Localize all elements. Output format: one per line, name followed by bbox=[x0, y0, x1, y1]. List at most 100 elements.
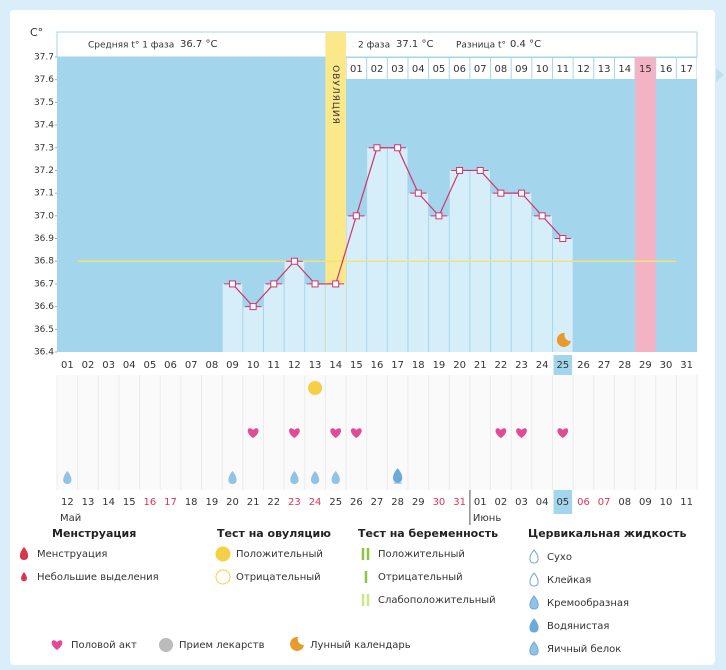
egg-white-icon bbox=[331, 471, 340, 484]
cycle-day: 18 bbox=[412, 360, 425, 371]
legend-icon bbox=[215, 546, 231, 562]
temp-bar bbox=[284, 261, 305, 352]
phase-day: 06 bbox=[453, 64, 466, 75]
cycle-day: 03 bbox=[102, 360, 115, 371]
date: 02 bbox=[495, 497, 508, 508]
phase-day: 13 bbox=[598, 64, 611, 75]
phase-cell bbox=[429, 58, 449, 79]
y-tick-label: 36.5 bbox=[34, 325, 54, 335]
phase-cell bbox=[573, 58, 594, 79]
cycle-day: 21 bbox=[474, 360, 487, 371]
y-tick-label: 37.6 bbox=[34, 75, 54, 85]
date: 19 bbox=[205, 497, 218, 508]
phase2-label: 2 фаза bbox=[358, 41, 390, 51]
temp-point bbox=[538, 212, 546, 220]
legend-item: Менструация bbox=[37, 549, 107, 560]
selected-cell bbox=[553, 355, 573, 375]
intercourse-icon bbox=[557, 428, 569, 438]
date: 11 bbox=[680, 497, 693, 508]
legend-title: Тест на беременность bbox=[358, 527, 498, 540]
selected-date bbox=[553, 490, 573, 514]
temp-point bbox=[414, 189, 422, 197]
temp-bar bbox=[532, 215, 552, 352]
diff-label: Разница t° bbox=[456, 41, 506, 51]
legend-icon bbox=[51, 640, 63, 650]
cycle-day: 16 bbox=[371, 360, 384, 371]
cycle-day: 11 bbox=[267, 360, 280, 371]
month: Июнь bbox=[473, 513, 501, 524]
date: 09 bbox=[639, 497, 652, 508]
date: 15 bbox=[123, 497, 136, 508]
ovulation-label: ОВУЛЯЦИЯ bbox=[330, 65, 340, 125]
cycle-day: 08 bbox=[205, 360, 218, 371]
cycle-day: 05 bbox=[144, 360, 157, 371]
phase-cell bbox=[367, 58, 387, 79]
y-tick-label: 37.3 bbox=[34, 143, 54, 153]
date: 25 bbox=[329, 497, 342, 508]
egg-white-icon bbox=[290, 471, 299, 484]
egg-white-icon bbox=[310, 471, 320, 484]
temp-point bbox=[332, 280, 340, 288]
scroll-arrow[interactable] bbox=[716, 68, 724, 82]
temp-point bbox=[497, 189, 505, 197]
date: 30 bbox=[433, 497, 446, 508]
cycle-day: 13 bbox=[309, 360, 322, 371]
date: 27 bbox=[371, 497, 384, 508]
phase-day: 02 bbox=[371, 64, 384, 75]
header bbox=[56, 31, 698, 58]
y-tick-label: 36.7 bbox=[34, 279, 54, 289]
legend-item: Небольшие выделения bbox=[37, 572, 159, 583]
y-tick-label: 36.4 bbox=[34, 348, 54, 358]
intercourse-icon bbox=[516, 428, 527, 438]
phase-cell bbox=[408, 58, 429, 79]
phase1-value: 36.7 °C bbox=[180, 39, 217, 50]
phase-day: 01 bbox=[350, 64, 363, 75]
date: 26 bbox=[350, 497, 363, 508]
ovulation-test-icon bbox=[308, 381, 323, 395]
cycle-day: 15 bbox=[350, 360, 363, 371]
temp-bar bbox=[552, 238, 573, 352]
y-tick-label: 36.6 bbox=[34, 302, 54, 312]
legend-icon bbox=[361, 548, 370, 560]
date: 12 bbox=[61, 497, 74, 508]
egg-white-icon bbox=[63, 471, 72, 484]
temp-point bbox=[311, 280, 319, 288]
temp-bar bbox=[367, 147, 387, 352]
phase-day: 11 bbox=[556, 64, 569, 75]
date: 07 bbox=[598, 497, 611, 508]
temp-point bbox=[559, 235, 567, 243]
cycle-day: 31 bbox=[680, 360, 693, 371]
legend-item: Яичный белок bbox=[547, 644, 621, 655]
y-tick-label: 37.4 bbox=[34, 121, 54, 131]
date: 31 bbox=[453, 497, 466, 508]
intercourse-icon bbox=[289, 428, 300, 438]
cycle-day: 29 bbox=[639, 360, 652, 371]
legend-item: Слабоположительный bbox=[378, 595, 496, 606]
phase-cell bbox=[656, 58, 676, 79]
intercourse-icon bbox=[247, 428, 259, 438]
cycle-day: 17 bbox=[391, 360, 404, 371]
legend-item: Водянистая bbox=[547, 621, 609, 632]
legend-item: Положительный bbox=[236, 549, 323, 560]
legend-item: Половой акт bbox=[71, 640, 137, 651]
watery-icon bbox=[393, 468, 403, 484]
ovulation-column bbox=[325, 32, 347, 352]
legend-title: Цервикальная жидкость bbox=[528, 527, 686, 540]
phase-day: 04 bbox=[412, 64, 425, 75]
legend-item: Сухо bbox=[547, 552, 572, 563]
y-tick-label: 37.0 bbox=[34, 211, 54, 221]
date: 10 bbox=[660, 497, 673, 508]
temp-point bbox=[373, 144, 381, 152]
date: 21 bbox=[247, 497, 260, 508]
temp-point bbox=[228, 280, 236, 288]
legend-icon bbox=[529, 641, 539, 656]
temp-point bbox=[394, 144, 402, 152]
legend-item: Кремообразная bbox=[547, 598, 629, 609]
date: 22 bbox=[267, 497, 280, 508]
cycle-day: 09 bbox=[226, 360, 239, 371]
date: 14 bbox=[102, 497, 115, 508]
phase-cell bbox=[594, 58, 614, 79]
date: 29 bbox=[412, 497, 425, 508]
